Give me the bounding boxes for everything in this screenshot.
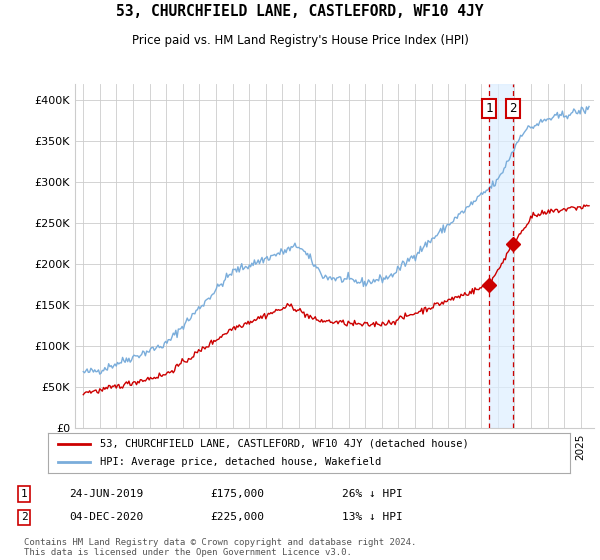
Text: 53, CHURCHFIELD LANE, CASTLEFORD, WF10 4JY (detached house): 53, CHURCHFIELD LANE, CASTLEFORD, WF10 4… [100, 439, 469, 449]
Bar [489, 84, 513, 428]
Text: 53, CHURCHFIELD LANE, CASTLEFORD, WF10 4JY: 53, CHURCHFIELD LANE, CASTLEFORD, WF10 4… [116, 4, 484, 20]
Text: 2: 2 [509, 102, 517, 115]
Text: 26% ↓ HPI: 26% ↓ HPI [342, 489, 403, 499]
Text: 2: 2 [20, 512, 28, 522]
Text: 13% ↓ HPI: 13% ↓ HPI [342, 512, 403, 522]
Text: £175,000: £175,000 [210, 489, 264, 499]
Text: Price paid vs. HM Land Registry's House Price Index (HPI): Price paid vs. HM Land Registry's House … [131, 34, 469, 47]
Text: 1: 1 [20, 489, 28, 499]
Text: 04-DEC-2020: 04-DEC-2020 [69, 512, 143, 522]
Text: 24-JUN-2019: 24-JUN-2019 [69, 489, 143, 499]
Text: £225,000: £225,000 [210, 512, 264, 522]
Text: Contains HM Land Registry data © Crown copyright and database right 2024.
This d: Contains HM Land Registry data © Crown c… [24, 538, 416, 557]
Text: 1: 1 [485, 102, 493, 115]
Text: HPI: Average price, detached house, Wakefield: HPI: Average price, detached house, Wake… [100, 458, 382, 467]
